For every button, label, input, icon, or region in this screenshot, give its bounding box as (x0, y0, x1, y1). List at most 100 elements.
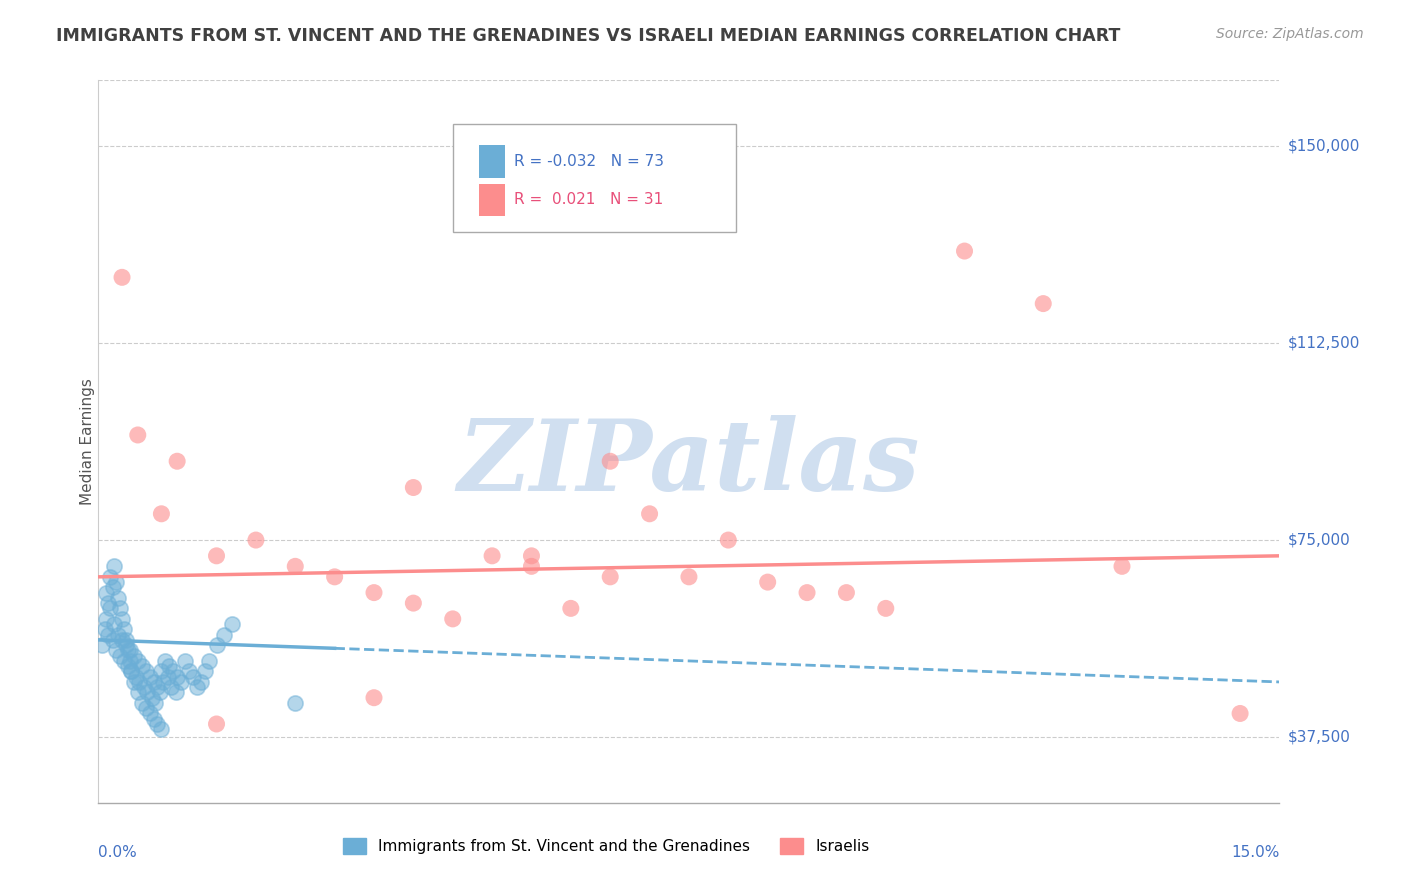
Point (717, 533, 740, 547)
Point (155, 654, 177, 668)
Point (520, 559, 543, 574)
Point (363, 690, 385, 705)
Point (112, 623, 135, 637)
Point (110, 648, 132, 663)
Point (98, 601, 121, 615)
Point (756, 575, 779, 590)
Point (520, 549, 543, 563)
Point (127, 428, 149, 442)
Point (122, 648, 145, 663)
Point (112, 654, 135, 668)
Point (117, 659, 139, 673)
Text: ZIPatlas: ZIPatlas (458, 415, 920, 511)
Point (152, 675, 174, 690)
Point (103, 559, 125, 574)
Point (284, 559, 307, 574)
Point (138, 706, 160, 721)
Point (111, 270, 134, 285)
Point (115, 632, 138, 647)
Point (150, 723, 173, 737)
Text: 0.0%: 0.0% (98, 845, 138, 860)
Point (186, 680, 208, 694)
Point (142, 675, 165, 690)
Point (107, 591, 129, 605)
Bar (478, 184, 505, 216)
Point (96, 585, 118, 599)
Point (135, 701, 157, 715)
Point (104, 643, 127, 657)
Text: R = -0.032   N = 73: R = -0.032 N = 73 (515, 153, 664, 169)
Point (143, 696, 166, 710)
Point (165, 685, 187, 699)
Point (131, 659, 153, 673)
Point (194, 665, 217, 679)
Point (117, 643, 139, 657)
Point (481, 549, 503, 563)
Point (678, 570, 700, 584)
Text: IMMIGRANTS FROM ST. VINCENT AND THE GRENADINES VS ISRAELI MEDIAN EARNINGS CORREL: IMMIGRANTS FROM ST. VINCENT AND THE GREN… (56, 27, 1121, 45)
Point (1111, 559, 1133, 574)
Point (221, 617, 243, 632)
Text: R =  0.021   N = 31: R = 0.021 N = 31 (515, 192, 664, 207)
Point (146, 680, 169, 694)
Point (135, 665, 157, 679)
Text: 15.0%: 15.0% (1232, 845, 1279, 860)
Point (111, 632, 134, 647)
Point (104, 575, 127, 590)
Point (205, 638, 228, 652)
Point (115, 638, 138, 652)
Point (160, 680, 183, 694)
Point (835, 585, 858, 599)
Point (323, 570, 346, 584)
Point (205, 549, 228, 563)
Point (638, 507, 661, 521)
Point (142, 712, 165, 726)
Point (214, 627, 236, 641)
Point (245, 533, 267, 547)
Point (174, 654, 197, 668)
Point (107, 627, 129, 641)
Point (599, 454, 621, 468)
Point (127, 685, 149, 699)
Point (181, 670, 204, 684)
Point (136, 685, 159, 699)
Point (190, 675, 212, 690)
Point (128, 675, 150, 690)
Point (166, 454, 188, 468)
Point (1032, 296, 1054, 310)
Bar (478, 145, 505, 178)
Point (796, 585, 818, 599)
Point (122, 675, 145, 690)
Point (875, 601, 897, 615)
Point (131, 696, 153, 710)
Point (953, 244, 976, 258)
Point (166, 670, 188, 684)
Point (177, 665, 200, 679)
Point (101, 580, 124, 594)
Text: $112,500: $112,500 (1288, 335, 1360, 351)
Point (197, 654, 219, 668)
Point (402, 481, 425, 495)
Point (98, 570, 121, 584)
Point (363, 585, 385, 599)
Point (118, 654, 141, 668)
Point (402, 596, 425, 610)
Point (1229, 706, 1251, 721)
Point (132, 680, 155, 694)
Point (138, 670, 160, 684)
Point (103, 617, 125, 632)
Text: $150,000: $150,000 (1288, 138, 1360, 153)
Point (560, 601, 582, 615)
Point (441, 612, 464, 626)
Point (97, 627, 120, 641)
Point (121, 665, 143, 679)
FancyBboxPatch shape (453, 124, 737, 232)
Point (121, 665, 143, 679)
Text: Source: ZipAtlas.com: Source: ZipAtlas.com (1216, 27, 1364, 41)
Point (125, 670, 148, 684)
Point (162, 665, 184, 679)
Point (150, 665, 173, 679)
Point (205, 717, 228, 731)
Point (157, 659, 180, 673)
Point (150, 507, 173, 521)
